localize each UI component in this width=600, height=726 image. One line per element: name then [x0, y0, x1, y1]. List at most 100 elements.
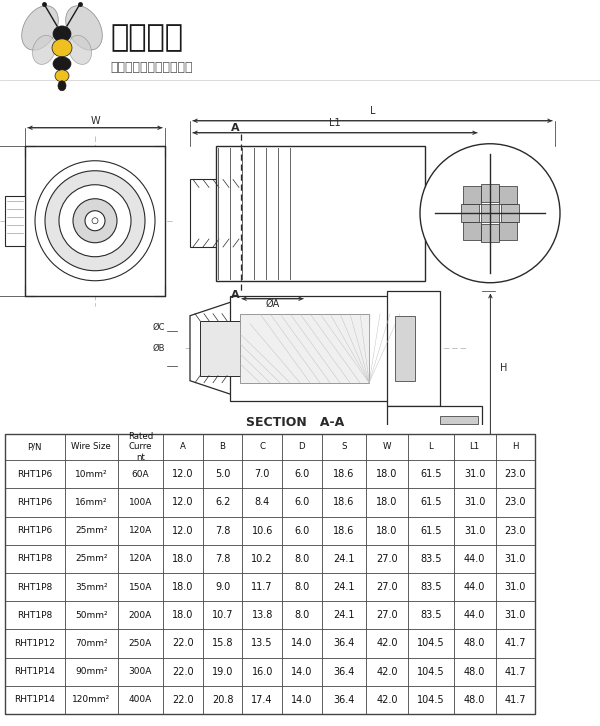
Text: S: S: [341, 442, 347, 452]
Ellipse shape: [58, 81, 66, 91]
Text: W: W: [383, 442, 391, 452]
Bar: [499, 187, 517, 204]
Circle shape: [35, 160, 155, 281]
Bar: [440, 452, 478, 460]
Text: 36.4: 36.4: [333, 638, 355, 648]
Text: W: W: [90, 115, 100, 126]
Text: RHT1P8: RHT1P8: [17, 555, 52, 563]
Text: 300A: 300A: [129, 667, 152, 676]
Text: L: L: [370, 106, 375, 115]
Text: 原厂直采电子连接器商城: 原厂直采电子连接器商城: [110, 61, 193, 74]
Text: 20.8: 20.8: [212, 695, 233, 705]
Ellipse shape: [420, 144, 560, 282]
Text: 24.1: 24.1: [333, 611, 355, 620]
Text: 44.0: 44.0: [464, 611, 485, 620]
Text: 18.0: 18.0: [376, 469, 398, 479]
Text: 18.0: 18.0: [172, 611, 194, 620]
Ellipse shape: [53, 26, 71, 42]
Text: RHT1P6: RHT1P6: [17, 526, 52, 535]
Bar: [387, 406, 482, 465]
Text: 8.0: 8.0: [294, 554, 310, 564]
Text: 104.5: 104.5: [417, 666, 445, 677]
Circle shape: [59, 184, 131, 257]
Text: 18.6: 18.6: [333, 526, 355, 536]
Text: 16mm²: 16mm²: [75, 498, 107, 507]
Text: A: A: [180, 442, 186, 452]
Text: 23.0: 23.0: [505, 497, 526, 507]
Bar: [387, 290, 440, 406]
Bar: [463, 187, 481, 204]
Text: 25mm²: 25mm²: [75, 526, 107, 535]
Bar: [481, 204, 499, 222]
Text: A: A: [231, 290, 239, 300]
Text: RHT1P8: RHT1P8: [17, 611, 52, 620]
Bar: [240, 314, 369, 383]
Text: 17.4: 17.4: [251, 695, 273, 705]
Text: 6.0: 6.0: [294, 526, 310, 536]
Text: A: A: [231, 123, 239, 133]
Text: 14.0: 14.0: [291, 638, 313, 648]
Text: 83.5: 83.5: [420, 611, 442, 620]
Text: 23.0: 23.0: [505, 469, 526, 479]
Text: 150A: 150A: [129, 582, 152, 592]
Text: RHT1P12: RHT1P12: [14, 639, 55, 648]
Text: 18.0: 18.0: [376, 526, 398, 536]
Text: 35mm²: 35mm²: [75, 582, 107, 592]
Bar: [5, 196, 25, 245]
Text: 15.8: 15.8: [212, 638, 233, 648]
Text: 27.0: 27.0: [376, 611, 398, 620]
Text: ØC: ØC: [152, 323, 165, 333]
Text: 61.5: 61.5: [420, 469, 442, 479]
Bar: [5, 433, 535, 714]
Text: 61.5: 61.5: [420, 497, 442, 507]
Text: L: L: [428, 442, 433, 452]
Text: RHT1P6: RHT1P6: [17, 470, 52, 478]
Bar: [481, 224, 499, 242]
Text: 120A: 120A: [129, 555, 152, 563]
Text: 48.0: 48.0: [464, 666, 485, 677]
Text: 104.5: 104.5: [417, 638, 445, 648]
Text: 41.7: 41.7: [505, 695, 526, 705]
Circle shape: [85, 211, 105, 231]
Text: 24.1: 24.1: [333, 554, 355, 564]
Text: 104.5: 104.5: [417, 695, 445, 705]
Text: 61.5: 61.5: [420, 526, 442, 536]
Text: RHT1P8: RHT1P8: [17, 582, 52, 592]
Text: 41.7: 41.7: [505, 666, 526, 677]
Text: D: D: [298, 442, 305, 452]
Text: 8.4: 8.4: [254, 497, 270, 507]
Text: 42.0: 42.0: [376, 666, 398, 677]
Text: 8.0: 8.0: [294, 582, 310, 592]
Text: 18.6: 18.6: [333, 497, 355, 507]
Text: 12.0: 12.0: [172, 526, 194, 536]
Text: 60A: 60A: [131, 470, 149, 478]
Text: 31.0: 31.0: [505, 582, 526, 592]
Polygon shape: [190, 301, 235, 396]
Bar: [440, 440, 478, 448]
Text: 31.0: 31.0: [464, 469, 485, 479]
Text: 50mm²: 50mm²: [75, 611, 107, 620]
Text: 14.0: 14.0: [291, 695, 313, 705]
Text: 16.0: 16.0: [251, 666, 273, 677]
Text: 31.0: 31.0: [464, 497, 485, 507]
Text: Wire Size: Wire Size: [71, 442, 111, 452]
Ellipse shape: [22, 6, 58, 50]
Text: 22.0: 22.0: [172, 695, 194, 705]
Text: 7.8: 7.8: [215, 554, 230, 564]
Text: 13.8: 13.8: [251, 611, 273, 620]
Text: 31.0: 31.0: [505, 611, 526, 620]
Text: 48.0: 48.0: [464, 638, 485, 648]
Text: 8.0: 8.0: [294, 611, 310, 620]
Text: 250A: 250A: [129, 639, 152, 648]
Text: 9.0: 9.0: [215, 582, 230, 592]
Bar: [461, 204, 479, 222]
Text: 27.0: 27.0: [376, 554, 398, 564]
Text: 200A: 200A: [129, 611, 152, 620]
Text: 6.0: 6.0: [294, 497, 310, 507]
Circle shape: [45, 171, 145, 271]
Text: 100A: 100A: [129, 498, 152, 507]
Bar: [25, 146, 165, 295]
Bar: [463, 222, 481, 240]
Text: 6.2: 6.2: [215, 497, 230, 507]
Ellipse shape: [68, 36, 92, 65]
